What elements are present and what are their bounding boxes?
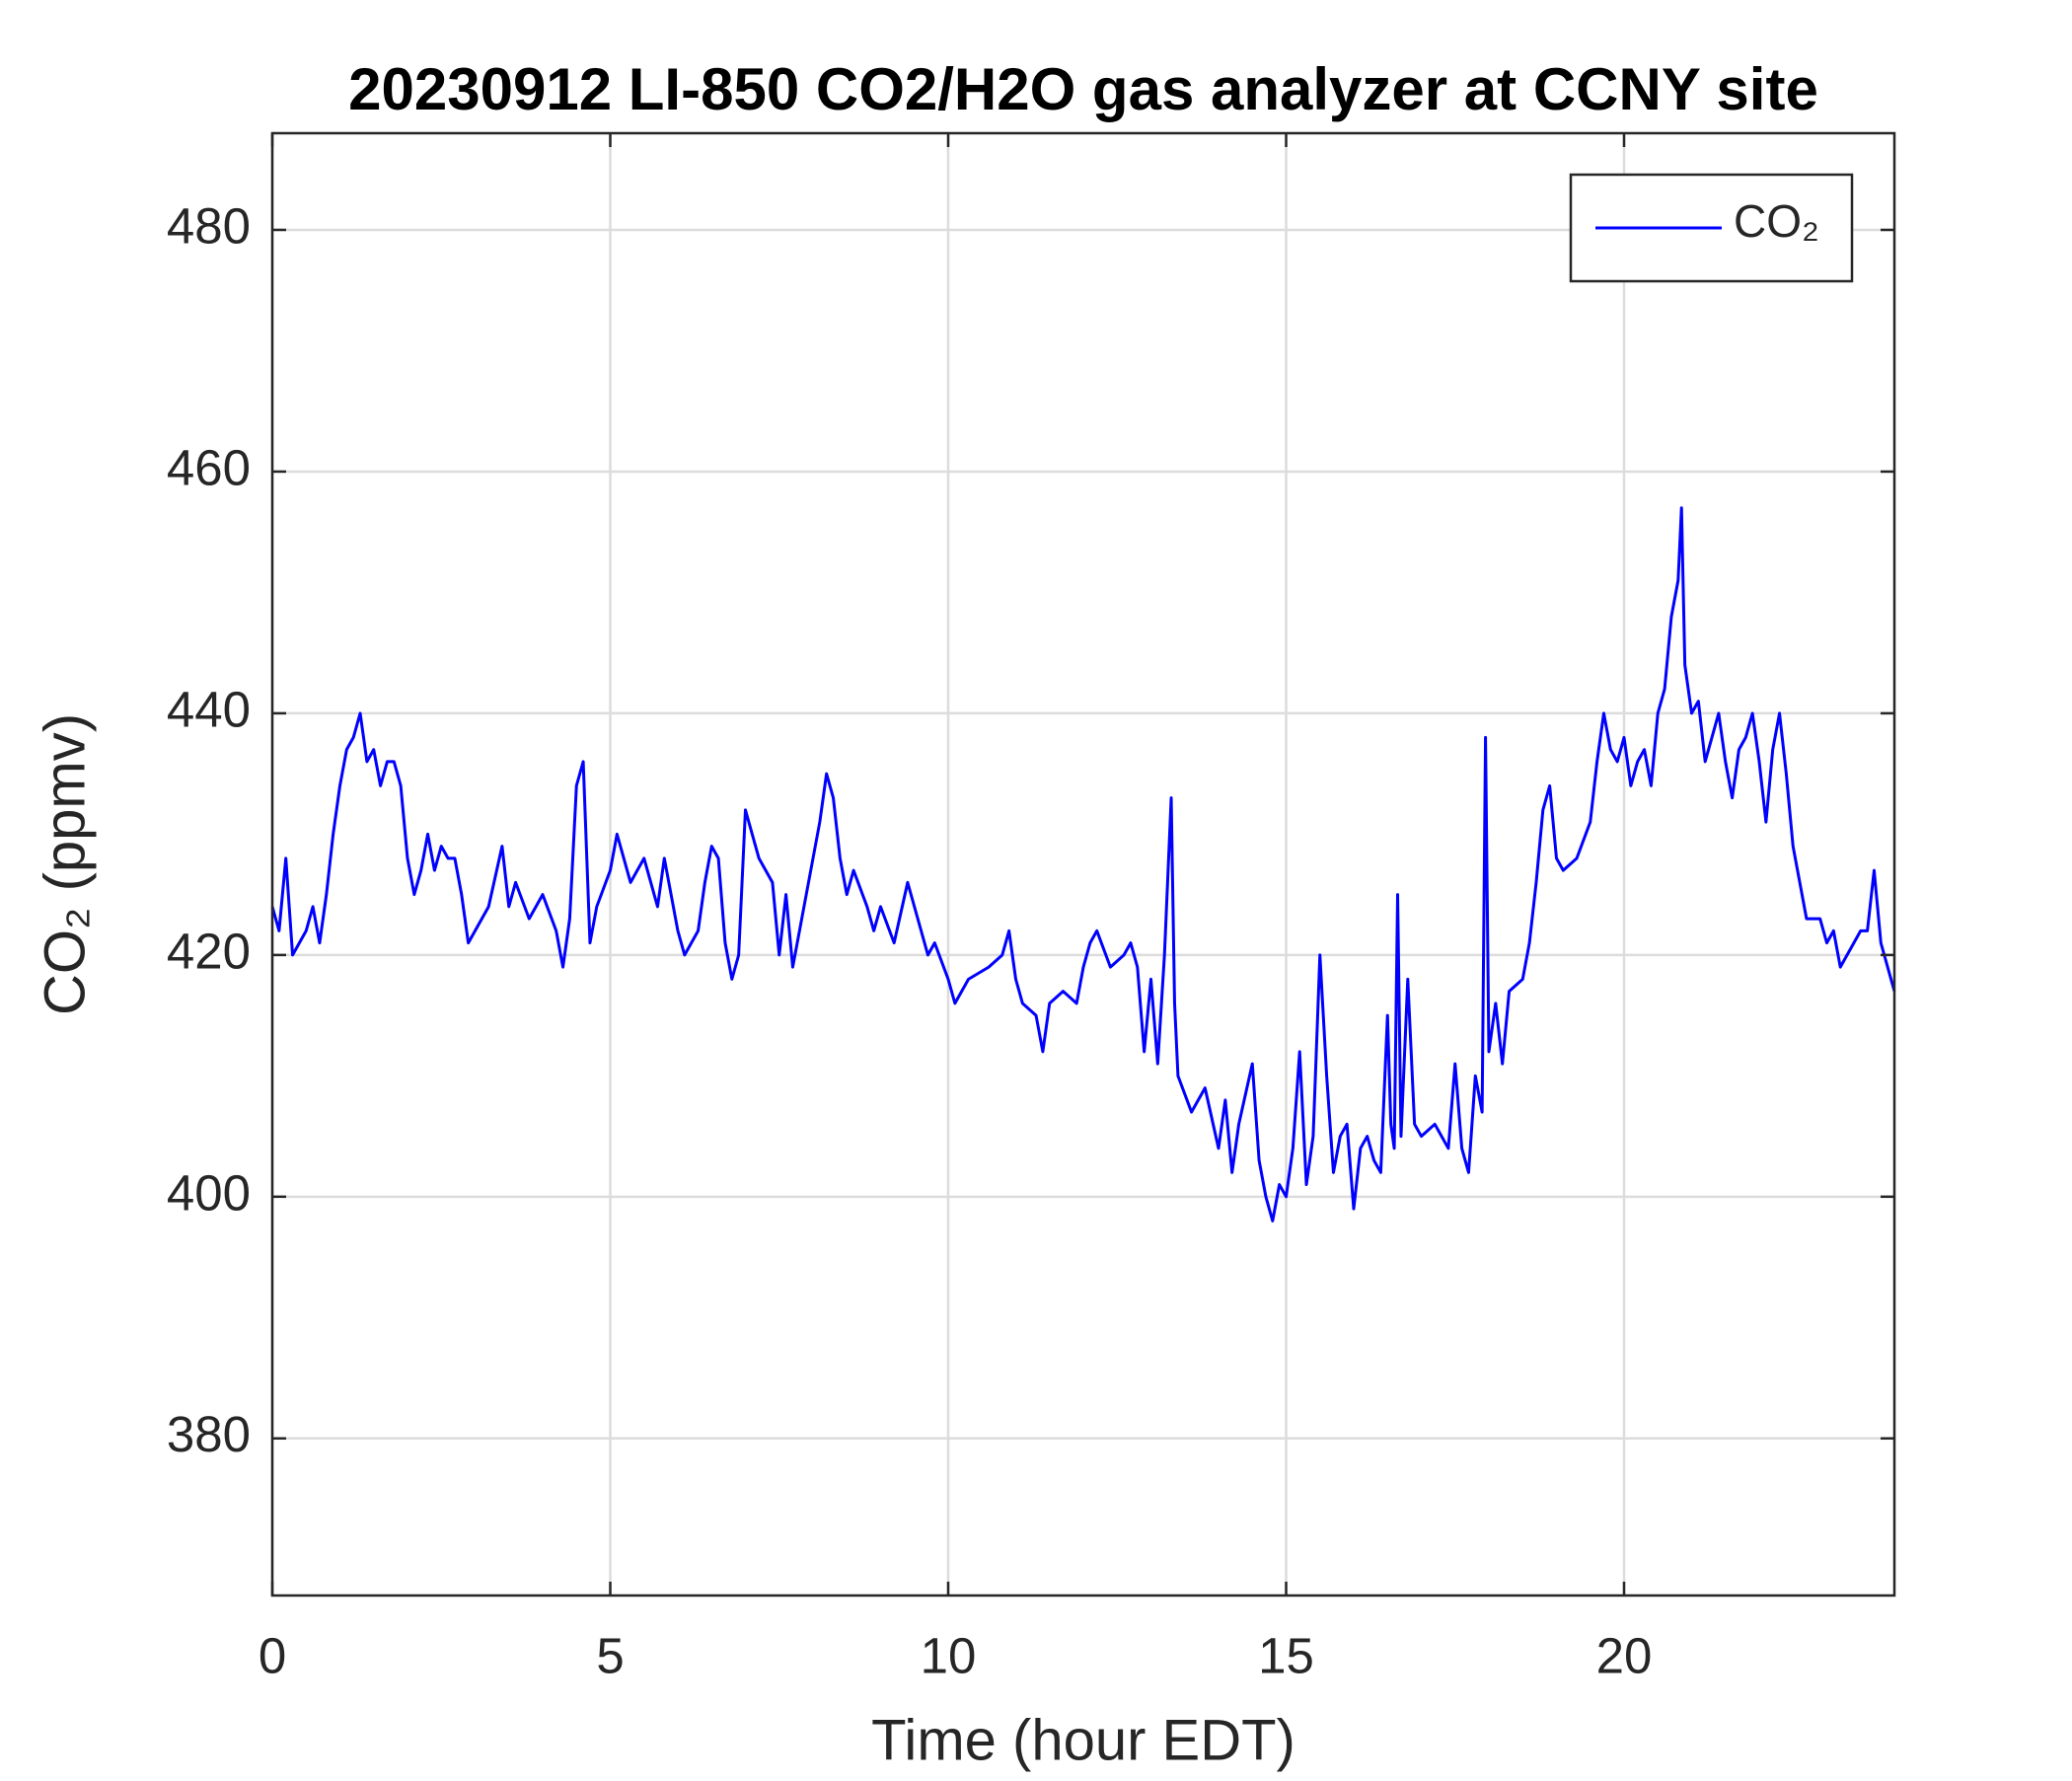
x-axis-label: Time (hour EDT) [871, 1708, 1295, 1772]
x-tick-label: 0 [259, 1627, 286, 1683]
grid [270, 133, 1894, 1595]
x-tick-label: 20 [1596, 1627, 1653, 1683]
x-tick-label: 10 [921, 1627, 977, 1683]
y-tick-label: 440 [167, 681, 251, 737]
y-tick-label: 420 [167, 923, 251, 979]
data-line [270, 506, 1896, 1223]
axes-box [270, 131, 1896, 1597]
y-tick-label: 480 [167, 197, 251, 254]
y-tick-label: 400 [167, 1164, 251, 1221]
x-tick-label: 15 [1258, 1627, 1314, 1683]
legend: CO₂ [1569, 173, 1854, 283]
plot-area [270, 506, 1896, 1223]
x-tick-label: 5 [596, 1627, 624, 1683]
y-tick-label: 380 [167, 1406, 251, 1462]
chart-title: 20230912 LI-850 CO2/H2O gas analyzer at … [348, 56, 1818, 122]
legend-label: CO₂ [1734, 195, 1819, 247]
y-tick-label: 460 [167, 439, 251, 495]
y-axis-label: CO₂ (ppmv) [33, 713, 97, 1015]
